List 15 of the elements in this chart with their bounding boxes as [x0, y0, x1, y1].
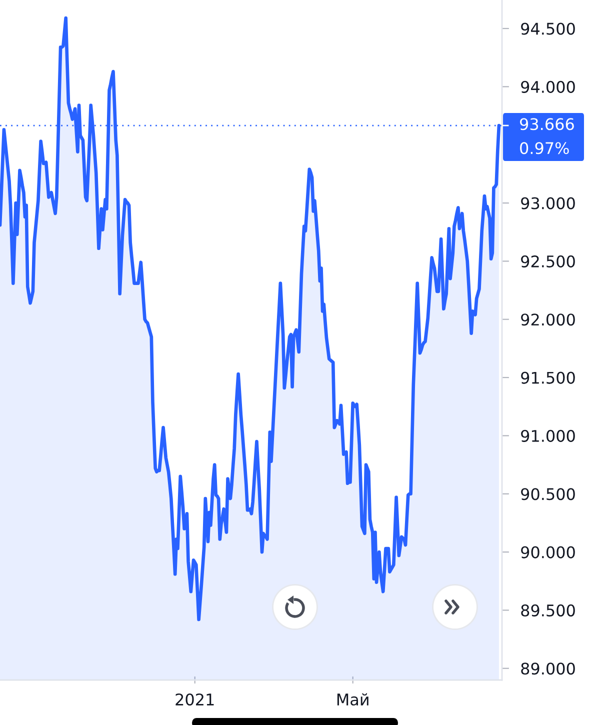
text: 0.97% — [520, 142, 569, 154]
y-tick-label: 91.500 — [521, 372, 575, 384]
y-tick-label: 93.000 — [521, 197, 575, 210]
y-tick-label: 92.500 — [521, 255, 575, 268]
x-tick-label: Май — [337, 693, 368, 706]
y-tick-label: 92.000 — [521, 314, 575, 326]
y-tick-label: 89.500 — [521, 604, 575, 616]
x-tick-label: 2021 — [176, 693, 214, 706]
y-tick-label: 91.000 — [521, 430, 575, 442]
y-tick-label: 94.500 — [521, 22, 575, 35]
y-tick-label: 89.000 — [521, 662, 575, 675]
y-tick-label: 90.500 — [521, 488, 575, 500]
y-tick-label: 94.000 — [521, 80, 575, 93]
ref-line-label: 93.666 — [520, 118, 574, 130]
y-tick-label: 90.000 — [521, 546, 575, 558]
